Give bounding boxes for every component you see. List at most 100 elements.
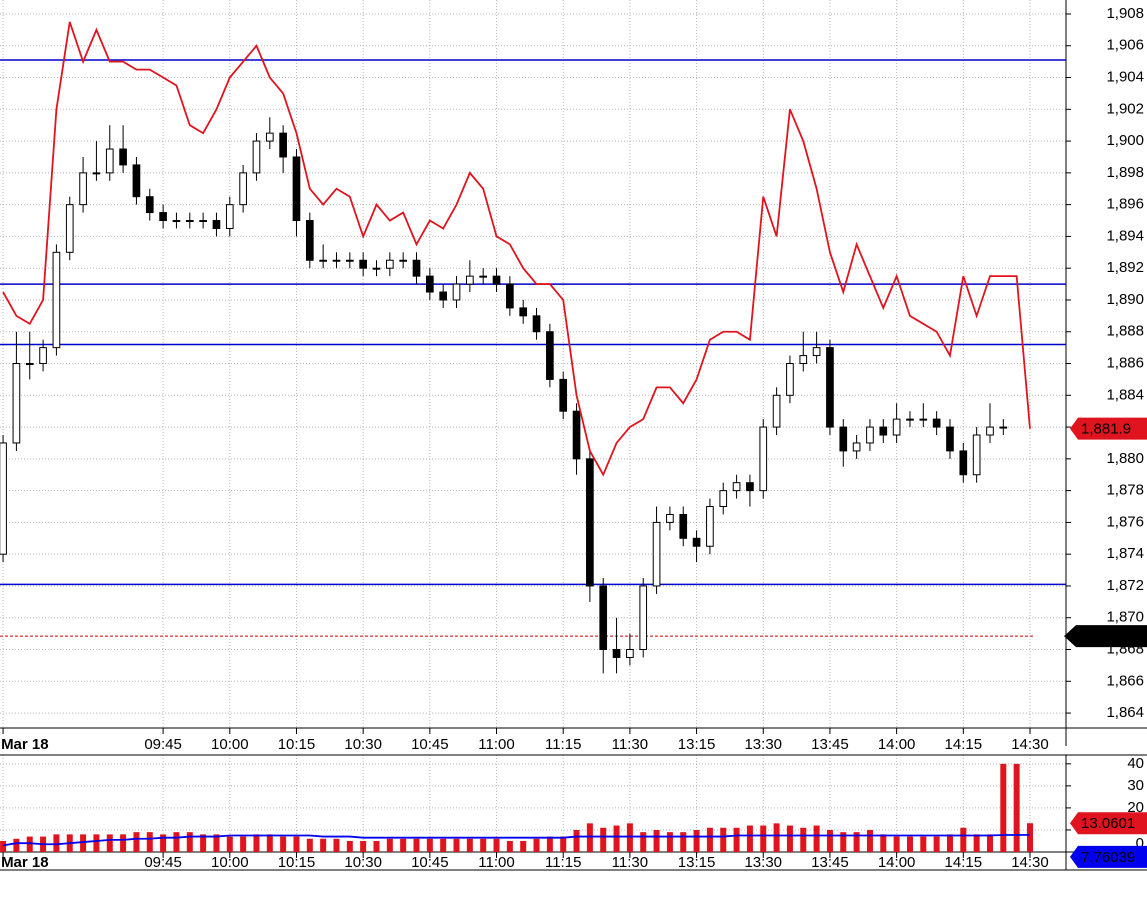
volume-bar [920, 836, 927, 852]
candle-body [426, 275, 434, 293]
volume-bar [520, 840, 527, 852]
y-tick-label: 1,904 [1106, 69, 1144, 86]
candle-body [879, 426, 888, 436]
volume-bar [133, 832, 140, 852]
x-tick-label: 11:30 [612, 854, 648, 871]
candle-body [772, 394, 781, 428]
candle-body [799, 355, 808, 365]
volume-bar [933, 836, 940, 852]
volume-bar [866, 829, 873, 852]
volume-average-line [2, 833, 1030, 847]
candle-body [212, 220, 221, 229]
candle-body [999, 426, 1008, 429]
volume-bar [106, 834, 113, 852]
volume-bar [733, 827, 740, 852]
volume-bar [146, 832, 153, 852]
candle-body [892, 418, 901, 436]
candle-body [506, 283, 514, 309]
y-tick-label: 1,878 [1106, 482, 1144, 499]
y-tick-label: 1,908 [1106, 5, 1144, 22]
x-tick-label: 10:45 [411, 736, 449, 753]
candle-body [359, 259, 367, 269]
x-tick-label: 11:15 [545, 854, 581, 871]
candle-body [439, 291, 448, 301]
volume-bar [680, 832, 687, 852]
candle-body [0, 442, 7, 555]
candle-body [732, 482, 741, 492]
candle-body [132, 164, 141, 198]
y-tick-label: 1,880 [1106, 450, 1144, 467]
candle-body [572, 410, 581, 460]
y-tick-label: 1,900 [1106, 132, 1144, 149]
y-tick-label: 40 [1127, 755, 1144, 772]
last-average-label-box [1070, 845, 1147, 868]
volume-bar [173, 832, 180, 852]
candle-body [145, 196, 154, 214]
candle-body [92, 172, 101, 175]
x-tick-label: 10:00 [211, 854, 249, 871]
candle-body [452, 283, 461, 301]
volume-bar [453, 838, 460, 852]
candle-body [52, 251, 61, 349]
y-tick-label: 1,892 [1106, 259, 1144, 276]
volume-bar [93, 834, 100, 852]
volume-bar [800, 827, 807, 852]
volume-bar [480, 838, 487, 852]
x-tick-label: 13:15 [678, 854, 716, 871]
y-tick-label: 1,886 [1106, 354, 1144, 371]
y-tick-label: 1,898 [1106, 164, 1144, 181]
volume-bar [546, 836, 553, 852]
reference-label: 1,868.84 [1081, 628, 1139, 645]
candle-body [199, 220, 207, 223]
candle-body [906, 418, 914, 421]
volume-bar [280, 836, 287, 852]
x-tick-label: 13:45 [811, 736, 849, 753]
volume-bar [306, 838, 313, 852]
candle-body [639, 585, 648, 651]
candle-body [466, 275, 474, 285]
candle-body [345, 259, 354, 262]
y-tick-label: 1,884 [1106, 386, 1144, 403]
volume-bar [773, 823, 780, 852]
candle-body [679, 513, 688, 539]
volume-bar [840, 832, 847, 852]
x-tick-label: 11:15 [545, 736, 581, 753]
y-tick-label: 1,902 [1106, 100, 1144, 117]
y-tick-label: 20 [1127, 799, 1144, 816]
candle-body [919, 418, 928, 421]
y-tick-label: 1,876 [1106, 513, 1144, 530]
candle-body [692, 537, 701, 547]
candle-body [546, 331, 554, 380]
candle-body [666, 513, 674, 523]
candle-body [492, 275, 501, 285]
volume-bar [693, 829, 700, 852]
candle-body [719, 490, 728, 508]
y-tick-label: 1,906 [1106, 37, 1144, 54]
candle-body [399, 259, 408, 262]
volume-bar [493, 838, 500, 852]
candle-body [852, 442, 861, 452]
candle-body [239, 172, 247, 206]
volume-bar [653, 829, 660, 852]
x-tick-label: 10:45 [411, 854, 449, 871]
candle-body [105, 148, 114, 174]
y-tick-label: 1,872 [1106, 577, 1144, 594]
volume-bar [600, 827, 607, 852]
candle-body [746, 482, 754, 492]
volume-bar [533, 838, 540, 852]
last-price-label: 1,881.9 [1081, 421, 1131, 438]
volume-bar [573, 829, 580, 852]
candle-body [786, 363, 794, 396]
x-tick-label: 13:30 [744, 736, 782, 753]
volume-bar [760, 825, 767, 852]
candle-body [812, 347, 821, 357]
volume-bar [200, 834, 207, 852]
price-line [2, 21, 1031, 477]
x-tick-label: 13:45 [811, 854, 849, 871]
x-tick-label: 13:30 [744, 854, 782, 871]
x-tick-label: 09:45 [144, 854, 182, 871]
volume-bar [906, 836, 913, 852]
candle-body [172, 220, 181, 223]
volume-bar [253, 834, 260, 852]
